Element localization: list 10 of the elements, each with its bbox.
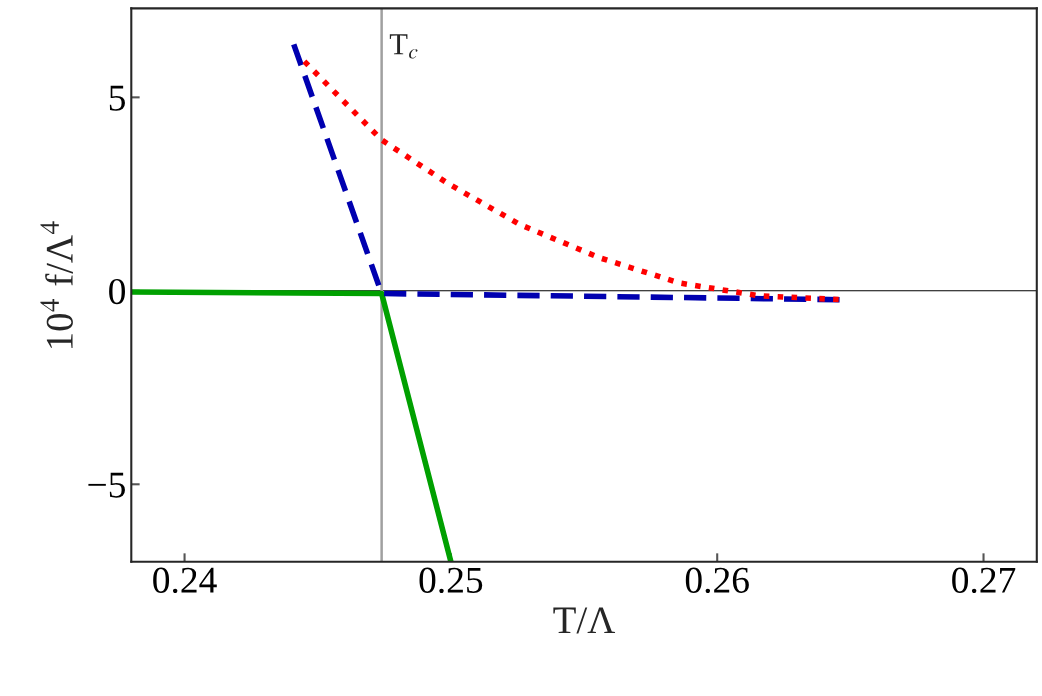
x-axis-title: T/Λ	[553, 607, 616, 634]
x-tick-label: 0.27	[952, 567, 1016, 594]
y-axis-title: 10$^{4}$ f/Λ$^{4}$	[40, 221, 73, 348]
x-tick-label: 0.24	[153, 567, 217, 594]
ref-line-label: T$_{c}$	[389, 34, 418, 59]
y-tick-label: −5	[88, 472, 125, 498]
x-tick-label: 0.26	[685, 567, 749, 594]
y-tick-label: 0	[109, 278, 125, 305]
x-tick-label: 0.25	[419, 567, 483, 594]
y-tick-label: 5	[109, 85, 125, 111]
